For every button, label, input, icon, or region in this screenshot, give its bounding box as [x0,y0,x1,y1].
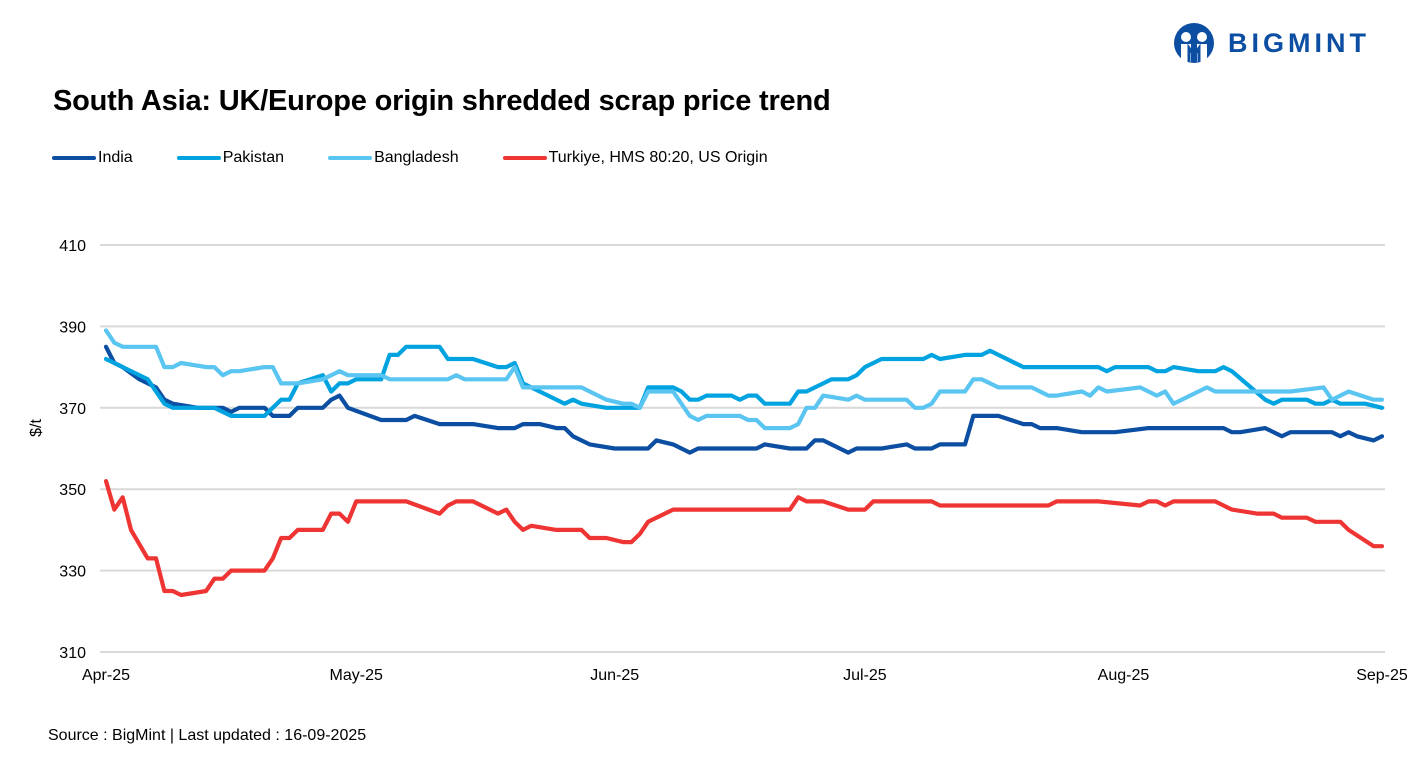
bigmint-logo: BIGMINT [1172,22,1370,64]
y-tick-label: 390 [59,319,86,336]
series-line-bangladesh [103,328,1385,431]
series-line-turkiye [103,479,1385,598]
logo-mark-icon [1174,23,1214,63]
legend-swatch [176,156,221,160]
legend-label: Pakistan [222,149,285,166]
y-axis-label: $/t [28,419,45,437]
source-note: Source : BigMint | Last updated : 16-09-… [48,727,367,744]
y-tick-label: 350 [59,482,86,499]
logo-text: BIGMINT [1228,27,1370,58]
legend-swatch [502,156,547,160]
y-tick-label: 410 [59,238,86,255]
y-tick-label: 370 [59,401,86,418]
legend-label: Bangladesh [374,149,459,166]
x-tick-label: Sep-25 [1356,667,1408,684]
chart-title: South Asia: UK/Europe origin shredded sc… [53,85,831,117]
legend-swatch [52,156,96,160]
series-line-pakistan [103,344,1385,418]
x-tick-label: Jun-25 [590,667,639,684]
legend-item: India [52,149,133,167]
legend-item: Bangladesh [328,149,459,167]
x-tick-label: May-25 [330,667,383,684]
x-tick-label: Aug-25 [1098,667,1150,684]
legend: India Pakistan Bangladesh Turkiye, HMS 80:2… [52,149,812,167]
legend-label: India [98,149,133,166]
legend-item: Pakistan [176,149,285,167]
x-tick-label: Jul-25 [843,667,887,684]
legend-label: Turkiye, HMS 80:20, US Origin [548,149,768,166]
legend-swatch [328,156,373,160]
x-tick-label: Apr-25 [82,667,130,684]
y-tick-label: 310 [59,645,86,662]
series-line-india [103,344,1385,455]
y-tick-label: 330 [59,564,86,581]
legend-item: Turkiye, HMS 80:20, US Origin [502,149,768,167]
